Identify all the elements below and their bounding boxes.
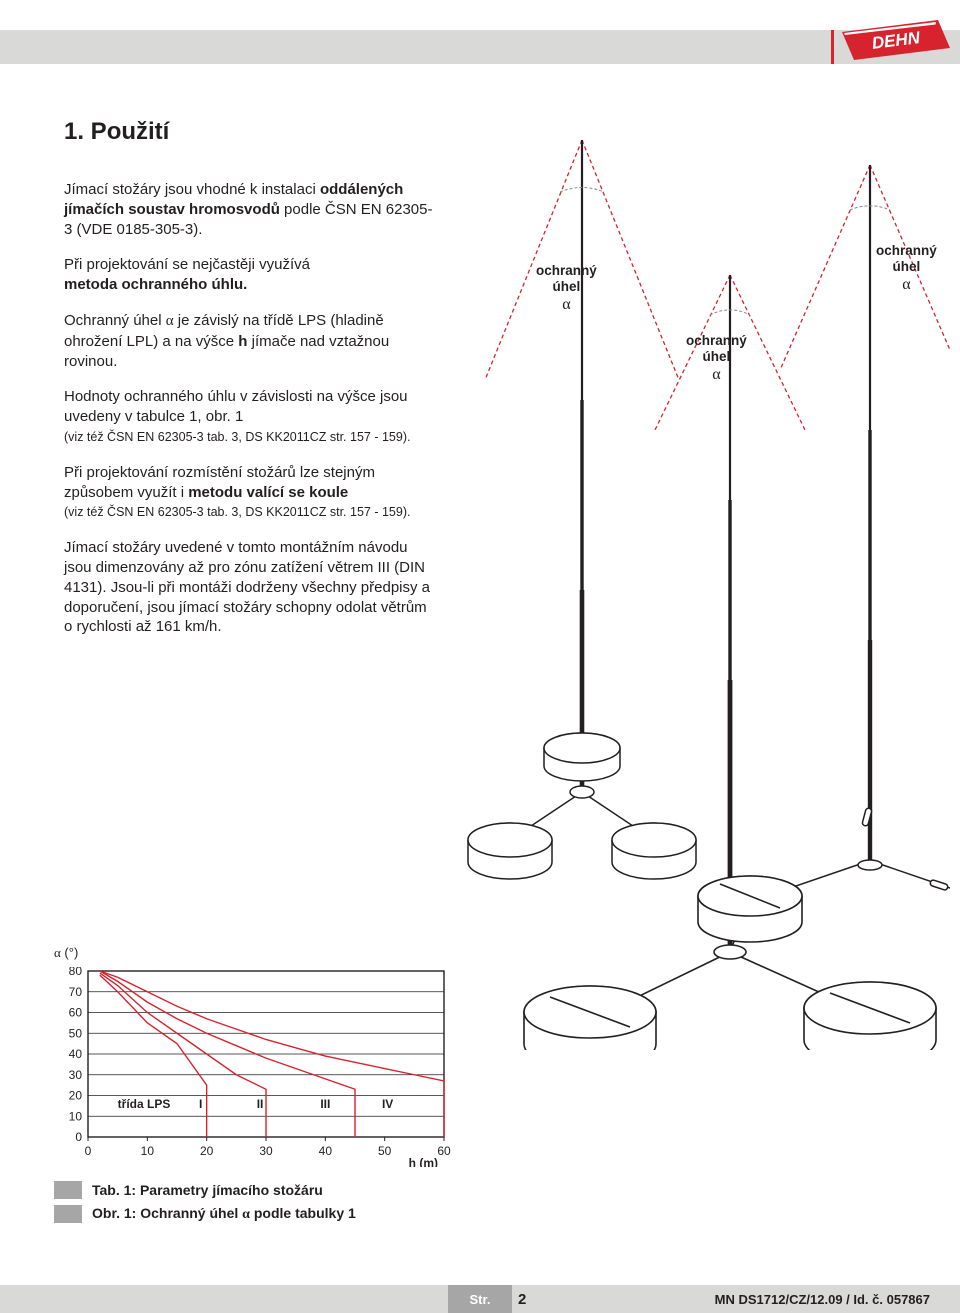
anno-label-1: ochranný úhel α (536, 263, 597, 315)
svg-text:50: 50 (378, 1144, 392, 1158)
caption-obr-a: Obr. 1: Ochranný úhel (92, 1205, 242, 1221)
caption-tab-row: Tab. 1: Parametry jímacího stožáru (54, 1181, 356, 1199)
svg-text:třída LPS: třída LPS (118, 1097, 171, 1111)
para-1a: Jímací stožáry jsou vhodné k instalaci (64, 181, 320, 198)
para-2: Při projektování se nejčastěji využívá m… (64, 255, 434, 295)
svg-text:80: 80 (69, 967, 83, 978)
caption-obr-text: Obr. 1: Ochranný úhel α podle tabulky 1 (92, 1205, 356, 1223)
footer-page-number: 2 (518, 1291, 526, 1308)
caption-obr-b: podle tabulky 1 (250, 1205, 356, 1221)
anno-1-line1: ochranný (536, 263, 597, 278)
brand-logo: DEHN (842, 14, 950, 68)
svg-text:II: II (257, 1097, 264, 1111)
chart-y-unit: (°) (61, 945, 78, 960)
svg-text:50: 50 (69, 1026, 83, 1040)
para-3: Ochranný úhel α je závislý na třídě LPS … (64, 311, 434, 371)
anno-1-line2: úhel (553, 279, 581, 294)
caption-block: Tab. 1: Parametry jímacího stožáru Obr. … (54, 1175, 356, 1223)
svg-text:I: I (199, 1097, 202, 1111)
para-4: Hodnoty ochranného úhlu v závislosti na … (64, 387, 434, 446)
anno-label-2: ochranný úhel α (686, 333, 747, 385)
anno-1-alpha: α (562, 296, 570, 313)
para-4a: Hodnoty ochranného úhlu v závislosti na … (64, 388, 408, 425)
header-band (0, 30, 960, 64)
svg-text:0: 0 (85, 1144, 92, 1158)
svg-text:III: III (320, 1097, 330, 1111)
svg-text:h (m): h (m) (409, 1156, 438, 1167)
svg-text:30: 30 (259, 1144, 273, 1158)
anno-2-alpha: α (712, 366, 720, 383)
caption-box-icon (54, 1181, 82, 1199)
para-1: Jímací stožáry jsou vhodné k instalaci o… (64, 180, 434, 239)
svg-text:20: 20 (200, 1144, 214, 1158)
anno-3-line2: úhel (893, 259, 921, 274)
section-title: 1. Použití (64, 118, 434, 146)
caption-tab-text: Tab. 1: Parametry jímacího stožáru (92, 1182, 323, 1198)
anno-3-alpha: α (902, 276, 910, 293)
footer-doc-id: MN DS1712/CZ/12.09 / Id. č. 057867 (715, 1292, 930, 1307)
svg-text:IV: IV (382, 1097, 393, 1111)
svg-text:10: 10 (141, 1144, 155, 1158)
svg-text:10: 10 (69, 1109, 83, 1123)
para-2a: Při projektování se nejčastěji využívá (64, 256, 310, 273)
caption-obr-alpha: α (242, 1207, 250, 1222)
chart-y-alpha: α (54, 945, 61, 960)
para-3a: Ochranný úhel (64, 312, 166, 329)
para-6: Jímací stožáry uvedené v tomto montážním… (64, 538, 434, 637)
para-2b: metoda ochranného úhlu. (64, 276, 247, 293)
svg-text:40: 40 (69, 1047, 83, 1061)
mast-diagram (450, 120, 950, 1020)
svg-text:60: 60 (437, 1144, 451, 1158)
footer-page-box: Str. (448, 1285, 512, 1313)
angle-chart: α (°) 010203040506070800102030405060h (m… (54, 945, 464, 1167)
anno-2-line2: úhel (703, 349, 731, 364)
anno-label-3: ochranný úhel α (876, 243, 937, 295)
svg-text:20: 20 (69, 1089, 83, 1103)
para-5b: metodu valící se koule (188, 484, 348, 501)
header-accent-bar (831, 30, 834, 64)
footer-page-label: Str. (470, 1292, 491, 1307)
anno-2-line1: ochranný (686, 333, 747, 348)
svg-text:0: 0 (75, 1130, 82, 1144)
para-3-alpha: α (166, 313, 174, 329)
text-column: 1. Použití Jímací stožáry jsou vhodné k … (64, 118, 434, 653)
svg-text:30: 30 (69, 1068, 83, 1082)
svg-text:70: 70 (69, 985, 83, 999)
anno-3-line1: ochranný (876, 243, 937, 258)
para-5-ref: (viz též ČSN EN 62305-3 tab. 3, DS KK201… (64, 505, 410, 519)
svg-text:40: 40 (319, 1144, 333, 1158)
para-4-ref: (viz též ČSN EN 62305-3 tab. 3, DS KK201… (64, 430, 410, 444)
para-5: Při projektování rozmístění stožárů lze … (64, 463, 434, 522)
svg-text:60: 60 (69, 1006, 83, 1020)
page-footer: Str. 2 MN DS1712/CZ/12.09 / Id. č. 05786… (0, 1285, 960, 1313)
caption-obr-row: Obr. 1: Ochranný úhel α podle tabulky 1 (54, 1205, 356, 1223)
chart-y-label: α (°) (54, 945, 464, 961)
caption-box-icon (54, 1205, 82, 1223)
